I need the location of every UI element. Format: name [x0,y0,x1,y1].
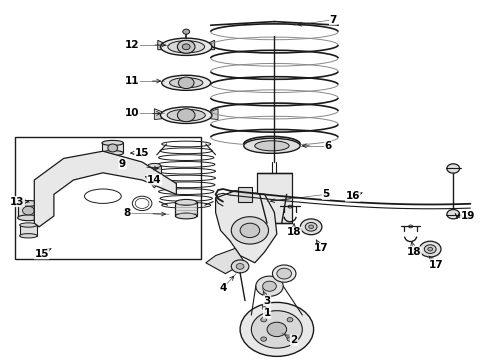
Circle shape [309,225,314,229]
Circle shape [178,77,194,89]
Polygon shape [206,248,245,274]
Text: 14: 14 [147,175,162,185]
Bar [15,137,201,259]
Circle shape [261,337,267,341]
Text: 15: 15 [34,249,49,259]
Ellipse shape [168,41,205,53]
Circle shape [256,276,283,296]
Text: 5: 5 [322,189,329,199]
Ellipse shape [255,141,289,151]
Ellipse shape [20,234,37,238]
Text: 8: 8 [124,208,131,218]
Ellipse shape [175,213,197,219]
Circle shape [177,40,195,53]
Ellipse shape [108,144,118,152]
Circle shape [428,247,433,251]
Bar [175,202,197,216]
Circle shape [305,222,317,231]
Bar [102,143,123,153]
Circle shape [23,206,34,215]
Circle shape [447,210,460,219]
Text: 17: 17 [429,260,443,270]
Polygon shape [158,40,166,50]
Text: 12: 12 [125,40,140,50]
Ellipse shape [18,201,39,206]
Circle shape [182,44,190,50]
Text: 11: 11 [125,76,140,86]
Circle shape [267,322,287,337]
Circle shape [240,302,314,356]
Polygon shape [211,109,218,120]
Ellipse shape [175,199,197,205]
Text: 18: 18 [407,247,421,257]
Text: 17: 17 [314,243,328,253]
Ellipse shape [162,75,211,90]
Text: 6: 6 [325,141,332,151]
Circle shape [231,260,249,273]
Circle shape [424,245,436,253]
Text: 7: 7 [329,15,337,25]
Circle shape [183,29,190,34]
Circle shape [177,109,195,122]
Text: 2: 2 [291,335,297,345]
Ellipse shape [170,78,203,88]
Text: 16: 16 [345,191,360,201]
Text: 18: 18 [287,227,301,237]
Text: 9: 9 [119,159,126,169]
Bar [148,166,161,180]
Circle shape [287,318,293,322]
Circle shape [300,219,322,235]
Bar [18,203,39,218]
Text: 13: 13 [10,197,24,207]
Polygon shape [154,109,162,120]
Circle shape [251,311,302,348]
Circle shape [240,223,260,238]
Bar [238,187,252,202]
Polygon shape [207,40,215,50]
Ellipse shape [161,38,212,55]
Text: 15: 15 [135,148,149,158]
Circle shape [447,164,460,173]
Polygon shape [34,151,176,227]
Text: 19: 19 [461,211,475,221]
Circle shape [236,264,244,269]
Ellipse shape [84,189,121,203]
Ellipse shape [18,215,39,221]
Ellipse shape [148,163,161,168]
Text: 1: 1 [264,308,270,318]
Circle shape [261,318,267,322]
Ellipse shape [102,140,123,145]
Circle shape [287,337,293,341]
Ellipse shape [244,138,300,153]
Polygon shape [216,191,277,263]
Text: 3: 3 [264,296,270,306]
Ellipse shape [20,223,37,227]
Bar [257,173,292,223]
Ellipse shape [277,268,292,279]
Ellipse shape [167,109,205,121]
Ellipse shape [135,198,149,208]
Polygon shape [148,180,161,188]
Circle shape [263,281,276,291]
Ellipse shape [102,150,123,156]
Circle shape [419,241,441,257]
Text: 10: 10 [125,108,140,118]
Ellipse shape [161,107,212,123]
Ellipse shape [272,265,296,282]
Circle shape [231,217,269,244]
Text: 4: 4 [219,283,227,293]
Bar [20,225,37,236]
